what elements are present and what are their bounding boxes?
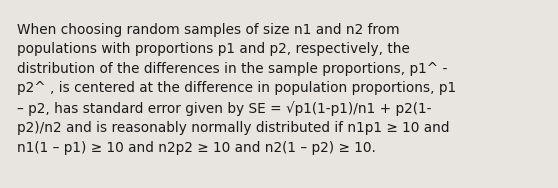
Text: When choosing random samples of size n1 and n2 from
populations with proportions: When choosing random samples of size n1 …: [17, 23, 456, 155]
